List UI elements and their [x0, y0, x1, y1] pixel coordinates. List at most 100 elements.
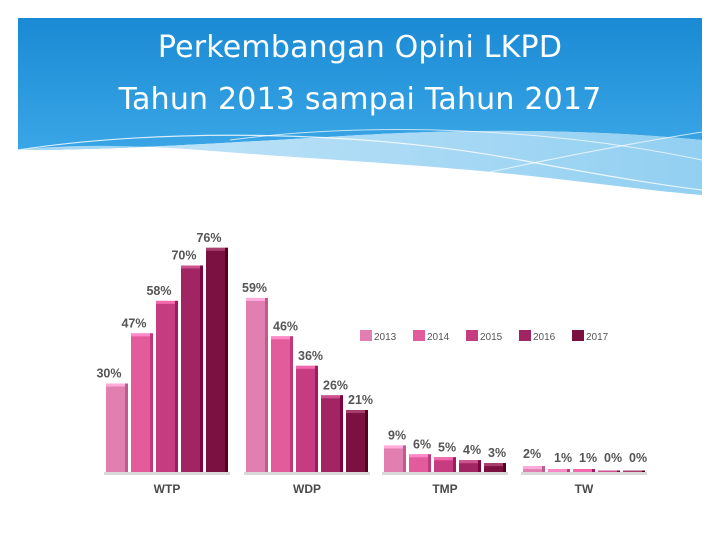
bar-edge-wdp-2016 [340, 395, 343, 472]
data-label-wtp-2014: 47% [121, 316, 146, 330]
group-base-tw [521, 472, 647, 475]
legend-label-2017: 2017 [586, 332, 609, 343]
bar-top-wdp-2015 [296, 365, 318, 369]
bar-tmp-2017 [484, 463, 506, 472]
category-label-wtp: WTP [154, 482, 181, 496]
bar-top-wtp-2015 [156, 300, 178, 304]
bar-top-tw-2017 [623, 470, 645, 472]
bar-edge-wtp-2016 [200, 265, 203, 472]
data-label-tw-2017: 0% [629, 451, 647, 465]
bar-wtp-2015 [156, 300, 178, 472]
bar-edge-tw-2017 [642, 470, 645, 472]
bar-edge-tmp-2015 [453, 457, 456, 472]
group-base-tmp [382, 472, 508, 475]
bars-layer [104, 247, 647, 475]
data-label-wtp-2015: 58% [146, 284, 171, 298]
data-label-tw-2014: 1% [554, 451, 572, 465]
data-label-wtp-2017: 76% [196, 231, 221, 245]
legend-swatch-2017 [572, 330, 584, 341]
data-label-wtp-2013: 30% [96, 367, 121, 381]
header-banner [17, 18, 703, 195]
bar-edge-tmp-2013 [403, 445, 406, 472]
data-label-tmp-2014: 6% [413, 437, 431, 451]
group-base-wtp [104, 472, 230, 475]
legend-label-2016: 2016 [533, 332, 556, 343]
legend-swatch-2015 [466, 330, 478, 341]
data-label-wdp-2016: 26% [323, 378, 348, 392]
data-label-wtp-2016: 70% [171, 249, 196, 263]
bar-wtp-2014 [131, 333, 153, 472]
bar-tmp-2013 [384, 445, 406, 472]
legend-label-2013: 2013 [374, 332, 397, 343]
group-base-wdp [244, 472, 370, 475]
bar-wdp-2014 [271, 336, 293, 472]
bar-top-wtp-2017 [206, 247, 228, 251]
category-label-wdp: WDP [293, 482, 321, 496]
bar-wtp-2016 [181, 265, 203, 472]
bar-edge-wtp-2014 [150, 333, 153, 472]
bar-tmp-2015 [434, 457, 456, 472]
data-labels-layer: 30% 47% 58% 70%76% 59% 46% 36% 26%21% 9% 6% 5% 4% 3%… [96, 231, 647, 465]
bar-top-tmp-2013 [384, 445, 406, 449]
data-label-tmp-2013: 9% [388, 428, 406, 442]
bar-edge-wdp-2015 [315, 365, 318, 472]
legend-label-2015: 2015 [480, 332, 503, 343]
data-label-wdp-2013: 59% [242, 281, 267, 295]
bar-edge-wtp-2017 [225, 247, 228, 472]
bar-wdp-2017 [346, 410, 368, 472]
bar-top-wtp-2013 [106, 383, 128, 387]
legend-swatch-2014 [413, 330, 425, 341]
data-label-tmp-2017: 3% [488, 446, 506, 460]
category-label-tw: TW [575, 482, 594, 496]
bar-top-tmp-2014 [409, 454, 431, 458]
bar-tmp-2016 [459, 460, 481, 472]
bar-edge-wtp-2013 [125, 383, 128, 472]
bar-edge-tw-2016 [617, 470, 620, 472]
bar-top-wdp-2013 [246, 297, 268, 301]
bar-wdp-2013 [246, 297, 268, 472]
legend-label-2014: 2014 [427, 332, 450, 343]
bar-edge-wdp-2017 [365, 410, 368, 472]
legend-swatch-2013 [360, 330, 372, 341]
category-label-tmp: TMP [432, 482, 457, 496]
bar-top-tw-2016 [598, 470, 620, 472]
data-label-tmp-2015: 5% [438, 440, 456, 454]
slide-header: Perkembangan Opini LKPD Tahun 2013 sampa… [0, 0, 720, 200]
bar-edge-wdp-2014 [290, 336, 293, 472]
data-label-tw-2013: 2% [523, 447, 541, 461]
bar-edge-tw-2015 [592, 469, 595, 472]
bar-top-wdp-2014 [271, 336, 293, 340]
bar-edge-tw-2013 [542, 466, 545, 472]
bar-top-tmp-2015 [434, 457, 456, 461]
bar-top-tw-2014 [548, 469, 570, 472]
data-label-wdp-2015: 36% [298, 349, 323, 363]
bar-wdp-2015 [296, 365, 318, 472]
category-labels-layer: WTP WDP TMP TW [154, 482, 594, 496]
bar-wtp-2013 [106, 383, 128, 472]
bar-top-tw-2013 [523, 466, 545, 470]
data-label-tmp-2016: 4% [463, 443, 481, 457]
data-label-wdp-2017: 21% [348, 393, 373, 407]
bar-edge-wtp-2015 [175, 300, 178, 472]
bar-edge-tmp-2016 [478, 460, 481, 472]
bar-top-wtp-2014 [131, 333, 153, 337]
data-label-wdp-2014: 46% [273, 319, 298, 333]
data-label-tw-2016: 0% [604, 451, 622, 465]
bar-wdp-2016 [321, 395, 343, 472]
bar-top-tmp-2016 [459, 460, 481, 464]
bar-top-wdp-2016 [321, 395, 343, 399]
bar-edge-tw-2014 [567, 469, 570, 472]
bar-top-tmp-2017 [484, 463, 506, 467]
slide-title-line-1: Perkembangan Opini LKPD [157, 30, 563, 65]
bar-edge-tmp-2014 [428, 454, 431, 472]
slide-title-line-2: Tahun 2013 sampai Tahun 2017 [118, 82, 602, 117]
bar-wtp-2017 [206, 247, 228, 472]
bar-edge-wdp-2013 [265, 297, 268, 472]
bar-top-wdp-2017 [346, 410, 368, 414]
bar-edge-tmp-2017 [503, 463, 506, 472]
legend: 2013 2014 2015 2016 2017 [360, 330, 609, 343]
legend-swatch-2016 [519, 330, 531, 341]
bar-top-wtp-2016 [181, 265, 203, 269]
bar-tmp-2014 [409, 454, 431, 472]
